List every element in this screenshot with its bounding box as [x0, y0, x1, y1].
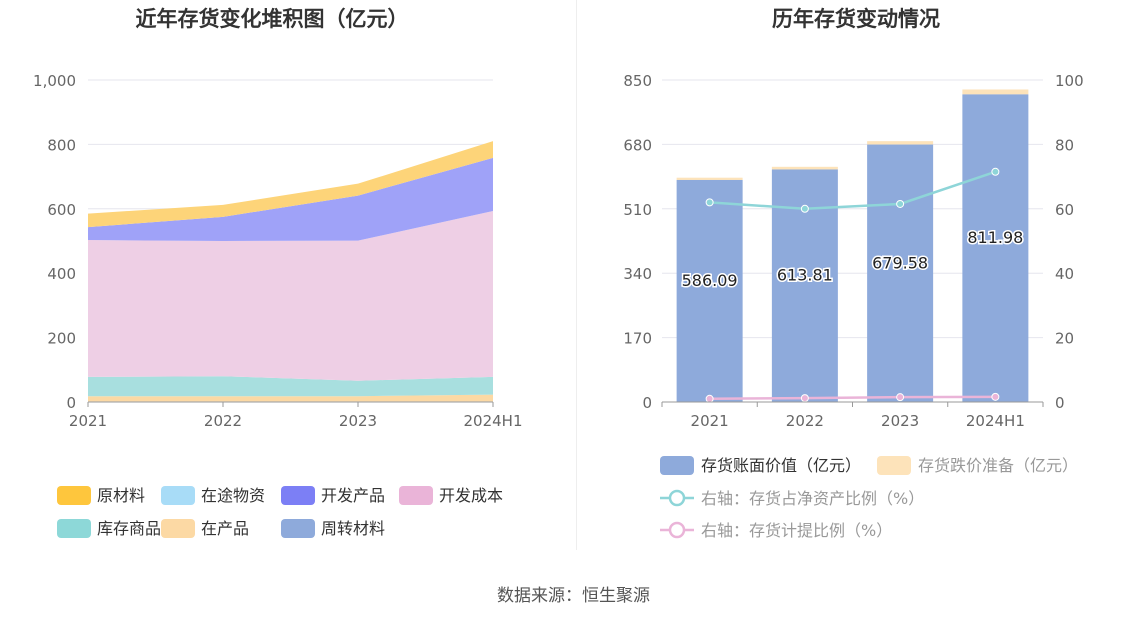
line-point — [991, 167, 1000, 176]
right-y-tick-label: 510 — [623, 201, 652, 219]
legend-swatch-在产品 — [161, 519, 195, 538]
area-原材料 — [88, 141, 493, 228]
left-chart-title: 近年存货变化堆积图（亿元） — [136, 7, 409, 31]
bar-provision — [676, 177, 743, 180]
bar-provision — [867, 141, 934, 145]
left-x-tick-label: 2023 — [339, 412, 377, 430]
right-y-tick-label: 340 — [623, 265, 652, 283]
area-开发成本 — [88, 211, 493, 381]
left-y-tick-label: 600 — [47, 201, 76, 219]
legend-label-book-value: 存货账面价值（亿元） — [701, 456, 861, 475]
area-在产品 — [88, 394, 493, 402]
right-axis: 0 170 340 510 680 850 0 20 40 60 80 100 2021 2022 2023… — [623, 72, 1083, 430]
inventory-bar-line-chart: 历年存货变动情况 586.09 613.81 679.58 811.98 0 170 34… — [623, 7, 1083, 540]
legend-label-原材料: 原材料 — [97, 486, 145, 505]
line-provision-ratio — [709, 395, 996, 401]
right-x-tick-label: 2022 — [786, 412, 824, 430]
bar-data-label: 679.58 — [872, 253, 928, 272]
right-y-tick-label: 680 — [623, 136, 652, 154]
bar-book-value — [771, 169, 838, 402]
legend-label-库存商品: 库存商品 — [97, 519, 161, 538]
right-x-tick-label: 2021 — [691, 412, 729, 430]
left-x-tick-label: 2022 — [204, 412, 242, 430]
legend-label-line: 右轴：存货占净资产比例（%） — [701, 489, 924, 508]
right-y-tick-label: 170 — [623, 330, 652, 348]
left-area-series — [88, 141, 493, 402]
legend-label-开发成本: 开发成本 — [439, 486, 503, 505]
legend-swatch-provision — [877, 456, 911, 475]
right-y2-tick-label: 80 — [1055, 136, 1074, 154]
bar-provision — [962, 89, 1029, 95]
left-y-tick-label: 1,000 — [33, 72, 76, 90]
legend-label-开发产品: 开发产品 — [321, 486, 385, 505]
left-x-tick-label: 2021 — [69, 412, 107, 430]
legend-label-line: 右轴：存货计提比例（%） — [701, 521, 892, 540]
legend-swatch-开发产品 — [281, 486, 315, 505]
left-x-tick-label: 2024H1 — [464, 412, 523, 430]
legend-swatch-开发成本 — [399, 486, 433, 505]
left-y-tick-label: 200 — [47, 330, 76, 348]
right-y2-tick-label: 0 — [1055, 394, 1065, 412]
chart-divider — [576, 0, 577, 550]
line-point — [705, 198, 714, 207]
legend-swatch-库存商品 — [57, 519, 91, 538]
bar-data-label: 613.81 — [777, 266, 833, 285]
legend-line-marker — [668, 489, 686, 507]
line-net-asset-ratio — [709, 170, 996, 211]
bar-data-label: 586.09 — [682, 271, 738, 290]
right-legend: 存货账面价值（亿元） 存货跌价准备（亿元） 右轴：存货占净资产比例（%） 右轴：存货计… — [660, 456, 1078, 540]
bar-provision — [771, 166, 838, 170]
right-y-tick-label: 850 — [623, 72, 652, 90]
bar-data-label: 811.98 — [967, 228, 1023, 247]
legend-label-provision: 存货跌价准备（亿元） — [918, 456, 1078, 475]
legend-label-在途物资: 在途物资 — [201, 486, 265, 505]
legend-swatch-周转材料 — [281, 519, 315, 538]
legend-label-在产品: 在产品 — [201, 519, 249, 538]
left-axis: 0 200 400 600 800 1,000 2021 2022 2023 2024H1 — [33, 72, 522, 430]
right-chart-title: 历年存货变动情况 — [772, 7, 940, 31]
data-source: 数据来源：恒生聚源 — [497, 586, 650, 606]
legend-swatch-book-value — [660, 456, 694, 475]
line-point — [800, 394, 809, 403]
left-y-tick-label: 0 — [66, 394, 76, 412]
line-point — [705, 394, 714, 403]
left-y-tick-label: 800 — [47, 136, 76, 154]
legend-label-周转材料: 周转材料 — [321, 519, 385, 538]
right-y2-tick-label: 20 — [1055, 330, 1074, 348]
right-lines — [705, 167, 1000, 403]
bar-book-value — [867, 144, 934, 402]
right-x-tick-label: 2024H1 — [966, 412, 1025, 430]
right-x-tick-label: 2023 — [881, 412, 919, 430]
bar-book-value — [676, 179, 743, 402]
right-y2-tick-label: 40 — [1055, 265, 1074, 283]
right-y2-tick-label: 60 — [1055, 201, 1074, 219]
area-库存商品 — [88, 376, 493, 397]
line-point — [896, 199, 905, 208]
line-point — [800, 204, 809, 213]
legend-swatch-原材料 — [57, 486, 91, 505]
right-bars: 586.09 613.81 679.58 811.98 — [676, 89, 1029, 403]
inventory-stacked-area-chart: 近年存货变化堆积图（亿元） 0 200 400 600 800 1,000 2021 2022… — [33, 7, 523, 538]
left-y-tick-label: 400 — [47, 265, 76, 283]
line-point — [991, 392, 1000, 401]
right-y-tick-label: 0 — [642, 394, 652, 412]
legend-swatch-在途物资 — [161, 486, 195, 505]
bar-book-value — [962, 94, 1029, 403]
legend-line-marker — [668, 521, 686, 539]
area-开发产品 — [88, 157, 493, 241]
right-y2-tick-label: 100 — [1055, 72, 1084, 90]
line-point — [896, 393, 905, 402]
